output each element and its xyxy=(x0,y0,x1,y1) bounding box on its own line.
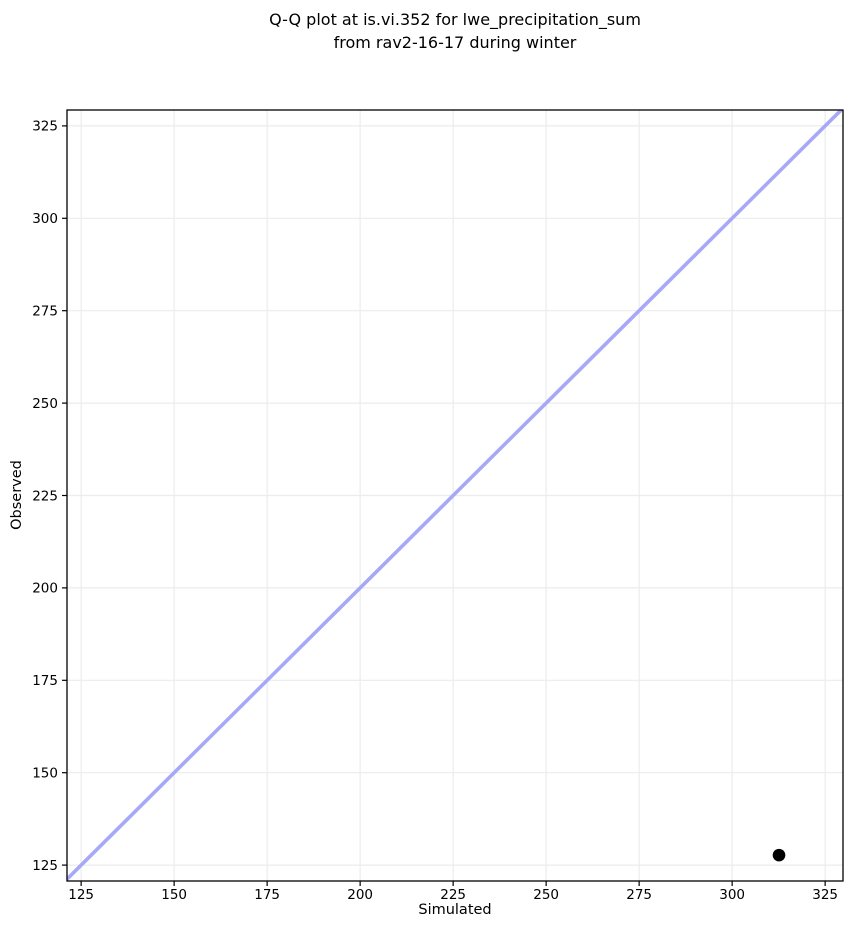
y-tick-label: 150 xyxy=(32,766,58,782)
x-tick-label: 150 xyxy=(161,887,187,903)
y-tick-label: 300 xyxy=(32,211,58,227)
x-axis-label: Simulated xyxy=(418,902,492,918)
identity-line xyxy=(67,110,843,881)
x-tick-label: 250 xyxy=(533,887,559,903)
y-tick-label: 225 xyxy=(32,488,58,504)
data-point xyxy=(772,848,786,862)
x-tick-label: 275 xyxy=(626,887,652,903)
y-tick-label: 200 xyxy=(32,581,58,597)
chart-title: Q-Q plot at is.vi.352 for lwe_precipitat… xyxy=(269,10,641,52)
y-tick-label: 250 xyxy=(32,396,58,412)
y-tick-label: 175 xyxy=(32,673,58,689)
y-tick-label: 125 xyxy=(32,858,58,874)
y-tick-label: 275 xyxy=(32,303,58,319)
x-tick-label: 125 xyxy=(68,887,94,903)
x-tick-label: 325 xyxy=(812,887,838,903)
x-tick-label: 175 xyxy=(254,887,280,903)
y-tick-label: 325 xyxy=(32,119,58,135)
x-tick-label: 225 xyxy=(440,887,466,903)
x-tick-label: 300 xyxy=(719,887,745,903)
x-tick-label: 200 xyxy=(347,887,373,903)
